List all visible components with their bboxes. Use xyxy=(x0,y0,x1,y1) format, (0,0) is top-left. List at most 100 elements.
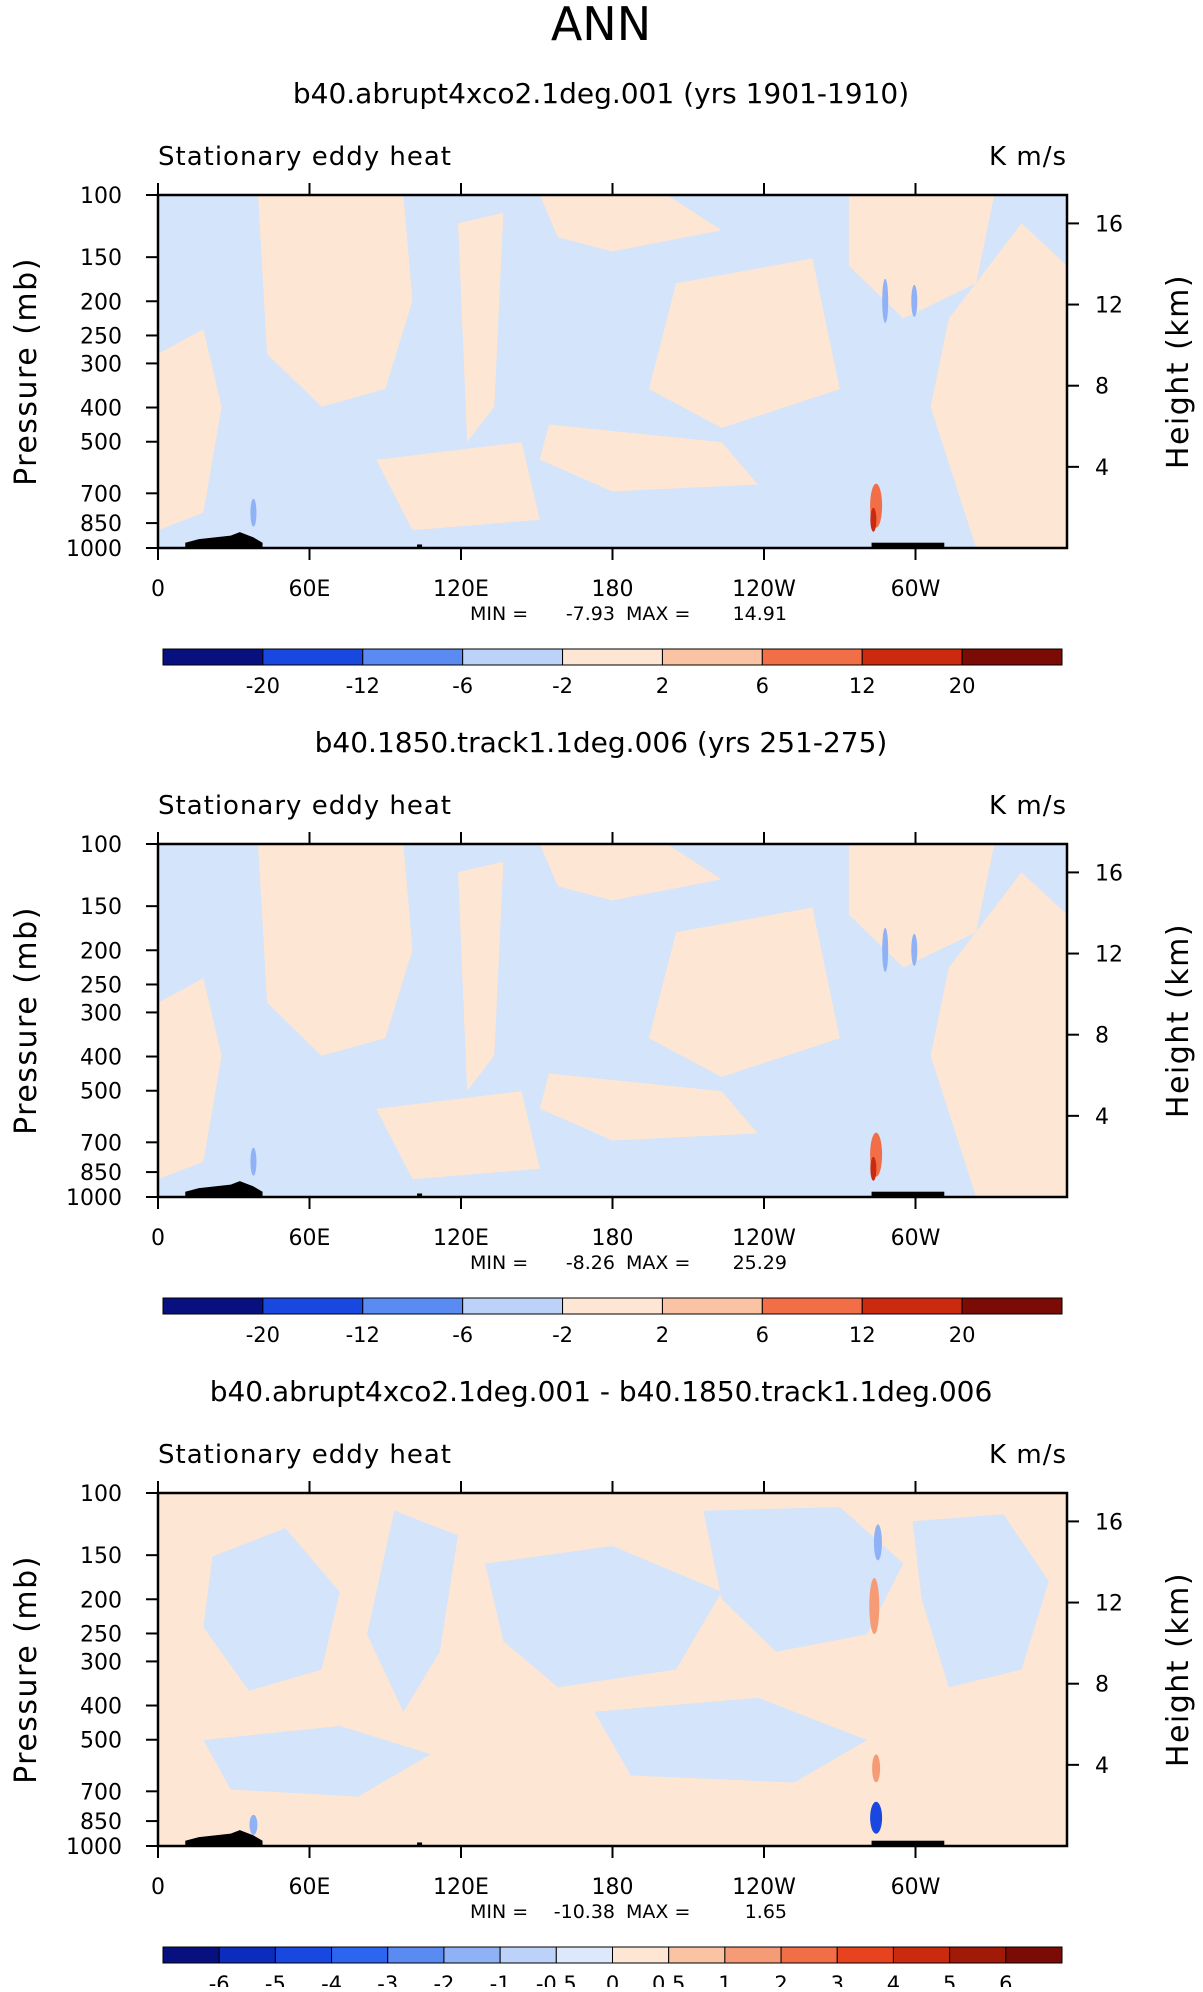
feature-negative-small xyxy=(249,1814,258,1835)
colorbar-swatch xyxy=(724,1946,782,1964)
height-tick-label: 8 xyxy=(1095,1024,1109,1049)
feature-positive-core xyxy=(869,1577,880,1634)
colorbar-label: -12 xyxy=(346,1323,380,1347)
pressure-tick-label: 100 xyxy=(80,184,122,209)
colorbar-swatch xyxy=(861,1297,963,1315)
topography-small xyxy=(417,1842,423,1846)
field-region-9 xyxy=(376,442,540,531)
field-region-8 xyxy=(930,223,1067,548)
lon-tick-label: 60W xyxy=(891,577,941,602)
pressure-tick-label: 300 xyxy=(80,352,122,377)
panel-title: b40.abrupt4xco2.1deg.001 - b40.1850.trac… xyxy=(210,1375,993,1408)
pressure-tick-label: 150 xyxy=(80,895,122,920)
colorbar-label: -6 xyxy=(209,1972,230,1987)
lon-tick-label: 180 xyxy=(592,1875,634,1900)
colorbar-swatch xyxy=(462,648,564,666)
colorbar-swatch xyxy=(892,1946,951,1964)
field-region-5 xyxy=(648,258,840,428)
topography-africa xyxy=(185,532,263,548)
height-tick-label: 4 xyxy=(1095,456,1109,481)
lon-tick-label: 60E xyxy=(289,1226,331,1251)
pressure-tick-label: 250 xyxy=(80,973,122,998)
lon-tick-label: 120W xyxy=(732,1226,796,1251)
pressure-tick-label: 250 xyxy=(80,1622,122,1647)
pressure-tick-label: 100 xyxy=(80,1482,122,1507)
colorbar-swatch xyxy=(780,1946,838,1964)
colorbar-label: -6 xyxy=(452,1323,473,1347)
pressure-tick-label: 850 xyxy=(80,1161,122,1186)
colorbar-swatch xyxy=(761,648,863,666)
panel-subtitle: Stationary eddy heat xyxy=(158,142,452,172)
pressure-tick-label: 250 xyxy=(80,324,122,349)
colorbar-label: -5 xyxy=(265,1972,286,1987)
colorbar-swatch xyxy=(262,648,364,666)
colorbar-swatch xyxy=(555,1946,613,1964)
height-tick-label: 12 xyxy=(1095,1592,1123,1617)
pressure-tick-label: 150 xyxy=(80,1544,122,1569)
lon-tick-label: 180 xyxy=(592,577,634,602)
panel-3: b40.abrupt4xco2.1deg.001 - b40.1850.trac… xyxy=(9,1375,1196,1992)
colorbar-label: 0.5 xyxy=(652,1972,685,1987)
colorbar-swatch xyxy=(499,1946,557,1964)
colorbar: -20 -12 -6 -2 2 6 12 20 xyxy=(162,648,1063,698)
colorbar-label: 3 xyxy=(831,1972,844,1987)
colorbar-label: 12 xyxy=(849,674,876,698)
height-tick-label: 4 xyxy=(1095,1754,1109,1779)
pressure-tick-label: 300 xyxy=(80,1650,122,1675)
min-value: -7.93 xyxy=(566,603,615,625)
lon-tick-label: 60E xyxy=(289,1875,331,1900)
pressure-tick-label: 850 xyxy=(80,512,122,537)
contour-field xyxy=(158,844,1067,1197)
field-region-4 xyxy=(539,844,722,901)
colorbar-label: 12 xyxy=(849,1323,876,1347)
y-axis-label: Pressure (mb) xyxy=(9,906,44,1135)
panel-title: b40.1850.track1.1deg.006 (yrs 251-275) xyxy=(315,726,888,759)
min-label: MIN = xyxy=(470,1252,528,1274)
colorbar-swatch xyxy=(262,1297,364,1315)
field-region-3 xyxy=(485,1546,722,1688)
topography-small xyxy=(417,1193,423,1197)
colorbar-label: -0.5 xyxy=(536,1972,577,1987)
y2-axis-label: Height (km) xyxy=(1161,923,1196,1118)
figure-title: ANN xyxy=(551,0,651,51)
min-label: MIN = xyxy=(470,1901,528,1923)
colorbar-swatch xyxy=(362,1297,464,1315)
max-value: 14.91 xyxy=(733,603,787,625)
colorbar-label: 6 xyxy=(756,674,769,698)
pressure-tick-label: 400 xyxy=(80,397,122,422)
colorbar-swatch xyxy=(162,1946,220,1964)
height-tick-label: 4 xyxy=(1095,1105,1109,1130)
colorbar-swatch xyxy=(949,1946,1007,1964)
field-region-5 xyxy=(703,1507,904,1652)
height-tick-label: 12 xyxy=(1095,943,1123,968)
pressure-tick-label: 500 xyxy=(80,1080,122,1105)
colorbar-label: -12 xyxy=(346,674,380,698)
panel-2: b40.1850.track1.1deg.006 (yrs 251-275) St… xyxy=(9,726,1196,1347)
colorbar-swatch xyxy=(668,1946,726,1964)
max-label: MAX = xyxy=(626,1252,690,1274)
max-label: MAX = xyxy=(626,1901,690,1923)
colorbar-label: -2 xyxy=(552,1323,573,1347)
colorbar-swatch xyxy=(387,1946,445,1964)
field-region-6 xyxy=(539,424,758,492)
colorbar-label: 6 xyxy=(999,1972,1012,1987)
feature-negative-small xyxy=(250,1147,257,1176)
colorbar: -6 -5 -4 -3 -2 -1 -0.5 0 0.5 1 2 3 4 5 6 xyxy=(162,1946,1063,1992)
pressure-tick-label: 500 xyxy=(80,1729,122,1754)
topography-andes xyxy=(871,1840,945,1846)
field-region-4 xyxy=(539,195,722,252)
colorbar-swatch xyxy=(443,1946,501,1964)
colorbar-swatch xyxy=(562,1297,663,1315)
field-region-2 xyxy=(258,195,413,407)
feature-negative-upper-2 xyxy=(911,284,918,317)
lon-tick-label: 120W xyxy=(732,577,796,602)
lon-tick-label: 60E xyxy=(289,577,331,602)
feature-negative-upper xyxy=(882,927,889,972)
colorbar-label: -6 xyxy=(452,674,473,698)
colorbar-swatch xyxy=(961,648,1063,666)
field-region-4 xyxy=(594,1697,867,1783)
pressure-tick-label: 150 xyxy=(80,246,122,271)
colorbar-label: -2 xyxy=(433,1972,454,1987)
pressure-tick-label: 400 xyxy=(80,1695,122,1720)
